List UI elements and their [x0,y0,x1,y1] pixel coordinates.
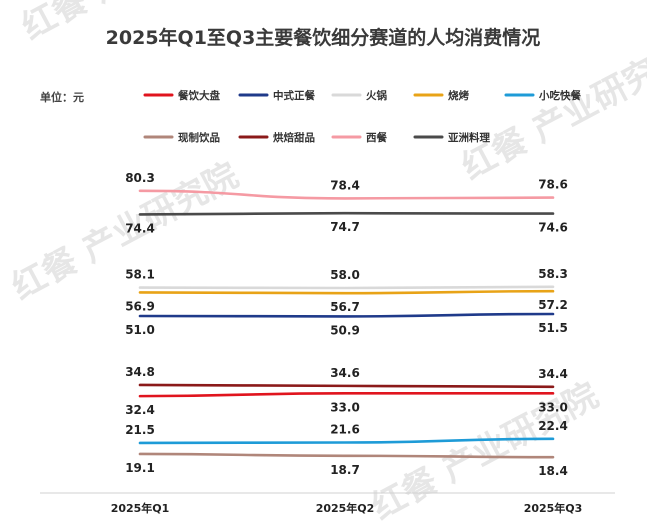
data-label: 33.0 [538,400,568,414]
legend-label: 餐饮大盘 [177,89,220,102]
data-label: 78.4 [330,178,360,192]
data-label: 80.3 [125,171,155,185]
series-line [138,211,555,216]
legend-label: 烧烤 [448,89,469,102]
legend-label: 烘焙甜品 [273,131,315,144]
data-label: 74.4 [125,221,155,235]
data-label: 58.1 [125,268,155,282]
series-line [138,392,555,398]
data-label: 18.4 [538,464,568,478]
legend-label: 西餐 [366,131,387,144]
legend-label: 亚洲料理 [448,131,490,144]
data-label: 74.7 [330,220,360,234]
chart-title: 2025年Q1至Q3主要餐饮细分赛道的人均消费情况 [106,26,541,49]
x-tick-label: 2025年Q2 [316,501,375,515]
data-label: 21.5 [125,423,155,437]
series-line [138,383,555,389]
data-label: 56.7 [330,300,360,314]
data-label: 50.9 [330,323,360,337]
series-line [138,312,555,318]
data-label: 34.8 [125,365,155,379]
data-label: 33.0 [330,400,360,414]
x-axis: 2025年Q1 2025年Q2 2025年Q3 [111,501,583,515]
data-label: 58.3 [538,267,568,281]
series-line [138,285,555,290]
data-label: 57.2 [538,298,568,312]
data-label: 58.0 [330,268,360,282]
data-label: 18.7 [330,463,360,477]
data-label: 19.1 [125,461,155,475]
watermark-text: 红餐 产业研究院 [455,35,647,188]
data-label: 32.4 [125,403,155,417]
data-label: 51.5 [538,321,568,335]
data-label: 21.6 [330,423,360,437]
data-label: 56.9 [125,299,155,313]
x-tick-label: 2025年Q1 [111,501,170,515]
data-label: 22.4 [538,419,568,433]
data-label: 51.0 [125,323,155,337]
data-label: 34.4 [538,367,568,381]
plot-area: 32.4 33.0 33.0 51.0 50.9 51.5 58.1 58.0 58.3 56.9… [125,171,568,478]
data-label: 74.6 [538,221,568,235]
data-label: 78.6 [538,178,568,192]
data-label: 34.6 [330,366,360,380]
legend-label: 现制饮品 [178,131,220,144]
legend-label: 中式正餐 [273,89,315,102]
unit-label: 单位：元 [40,90,84,104]
series-line [138,289,555,295]
legend-label: 火锅 [366,89,387,102]
legend-label: 小吃快餐 [538,89,581,102]
x-tick-label: 2025年Q3 [524,501,583,515]
